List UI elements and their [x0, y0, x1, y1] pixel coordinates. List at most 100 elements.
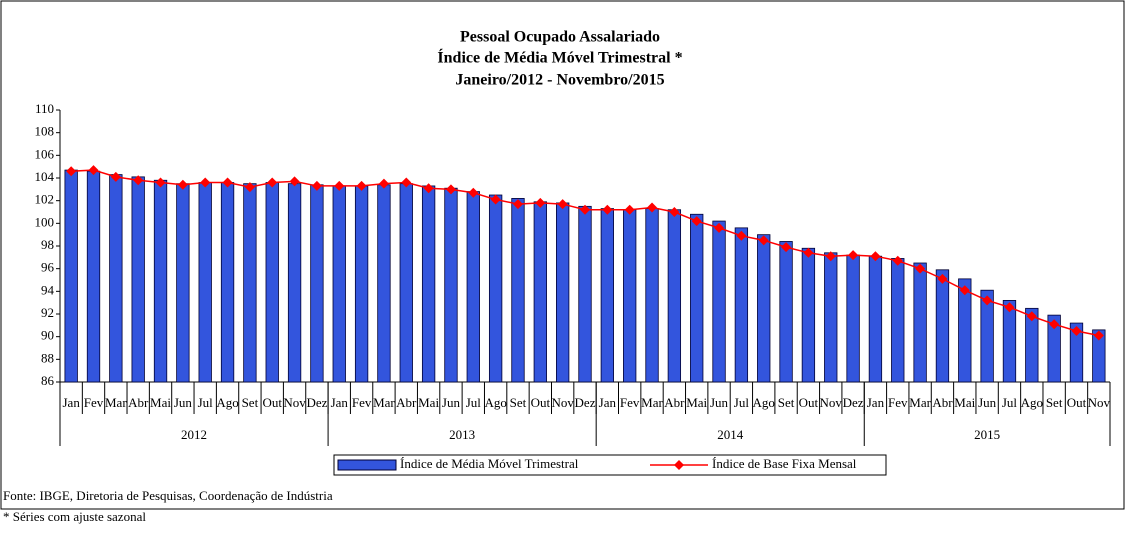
x-tick-label: Fev — [888, 395, 908, 410]
x-tick-label: Jan — [867, 395, 885, 410]
x-tick-label: Jul — [466, 395, 482, 410]
line-marker — [580, 204, 590, 215]
bar — [488, 194, 503, 383]
line-marker — [959, 285, 970, 296]
x-tick-label: Set — [510, 395, 527, 410]
line-marker — [1049, 319, 1060, 330]
x-tick-label: Abr — [664, 395, 685, 410]
x-tick-label: Abr — [128, 395, 149, 410]
bar — [287, 183, 302, 383]
line-marker — [222, 177, 233, 188]
x-tick-label: Jul — [734, 395, 750, 410]
bar — [1047, 314, 1061, 383]
line-marker — [647, 202, 658, 213]
line-marker — [110, 171, 121, 182]
line-marker — [758, 235, 769, 246]
x-tick-label: Abr — [396, 395, 417, 410]
bar — [824, 252, 838, 383]
x-tick-label: Set — [1046, 395, 1063, 410]
line-marker — [1093, 330, 1104, 341]
x-tick-label: Out — [262, 395, 282, 410]
year-label: 2014 — [717, 427, 744, 442]
line-marker — [177, 179, 188, 190]
bar — [511, 197, 525, 383]
x-tick-label: Mar — [909, 395, 931, 410]
x-tick-label: Nov — [283, 395, 306, 410]
bar — [1092, 329, 1106, 383]
x-tick-label: Ago — [484, 395, 506, 410]
line-marker — [1026, 311, 1037, 322]
x-tick-label: Jul — [198, 395, 214, 410]
line-marker — [1004, 302, 1015, 313]
line-marker — [915, 263, 926, 274]
bar — [421, 185, 436, 383]
x-tick-label: Ago — [216, 395, 238, 410]
line-marker — [401, 177, 412, 188]
line-marker — [334, 180, 345, 191]
line-marker — [892, 255, 903, 266]
bar — [801, 247, 816, 383]
y-tick-label: 100 — [35, 214, 55, 229]
y-tick-label: 96 — [41, 260, 55, 275]
bar — [958, 278, 972, 383]
bar — [533, 201, 547, 383]
y-tick-label: 102 — [35, 192, 55, 207]
x-tick-label: Nov — [1088, 395, 1111, 410]
bar — [131, 176, 145, 383]
footnote: * Séries com ajuste sazonal — [3, 509, 146, 524]
line-marker — [937, 273, 948, 284]
y-tick-label: 110 — [35, 101, 54, 116]
bar — [1069, 322, 1084, 383]
bar — [712, 220, 726, 383]
line-marker — [155, 177, 166, 188]
bar — [690, 213, 704, 383]
bar — [444, 187, 458, 383]
bar — [1002, 299, 1017, 383]
x-tick-label: Jan — [331, 395, 349, 410]
x-tick-label: Jun — [174, 395, 193, 410]
bar — [153, 179, 168, 383]
y-tick-label: 108 — [35, 124, 55, 139]
x-tick-label: Jan — [62, 395, 80, 410]
line-marker — [535, 197, 546, 208]
line-marker — [200, 177, 211, 188]
x-tick-label: Mar — [105, 395, 127, 410]
line-marker — [624, 204, 635, 215]
line-marker — [691, 216, 702, 227]
line-marker — [267, 177, 278, 188]
line-marker — [468, 187, 479, 198]
legend-box — [333, 454, 887, 476]
y-tick-label: 88 — [41, 350, 54, 365]
line-marker — [88, 165, 99, 176]
bar — [846, 254, 860, 383]
line-marker — [289, 176, 300, 187]
bar — [109, 174, 123, 383]
x-tick-label: Nov — [820, 395, 843, 410]
x-tick-label: Ago — [1021, 395, 1043, 410]
bar — [198, 182, 212, 383]
bar — [332, 185, 346, 383]
x-tick-label: Abr — [932, 395, 953, 410]
bar — [265, 182, 279, 383]
line-marker — [378, 178, 389, 189]
x-tick-label: Nov — [551, 395, 574, 410]
x-tick-label: Mai — [686, 395, 707, 410]
line-marker — [870, 251, 881, 262]
bar — [310, 184, 324, 383]
x-tick-label: Mai — [418, 395, 439, 410]
legend-swatch — [337, 459, 397, 471]
line-marker — [982, 295, 993, 306]
x-tick-label: Set — [778, 395, 795, 410]
bar — [779, 241, 793, 383]
line-marker — [714, 222, 725, 233]
year-label: 2012 — [181, 427, 207, 442]
line-marker — [602, 204, 613, 215]
chart-title: Índice de Média Móvel Trimestral * — [437, 48, 682, 67]
x-tick-label: Jul — [1002, 395, 1018, 410]
year-label: 2013 — [449, 427, 475, 442]
line-marker — [557, 199, 568, 210]
line-marker — [736, 230, 747, 241]
legend-label: Índice de Base Fixa Mensal — [712, 456, 857, 471]
x-tick-label: Fev — [352, 395, 372, 410]
